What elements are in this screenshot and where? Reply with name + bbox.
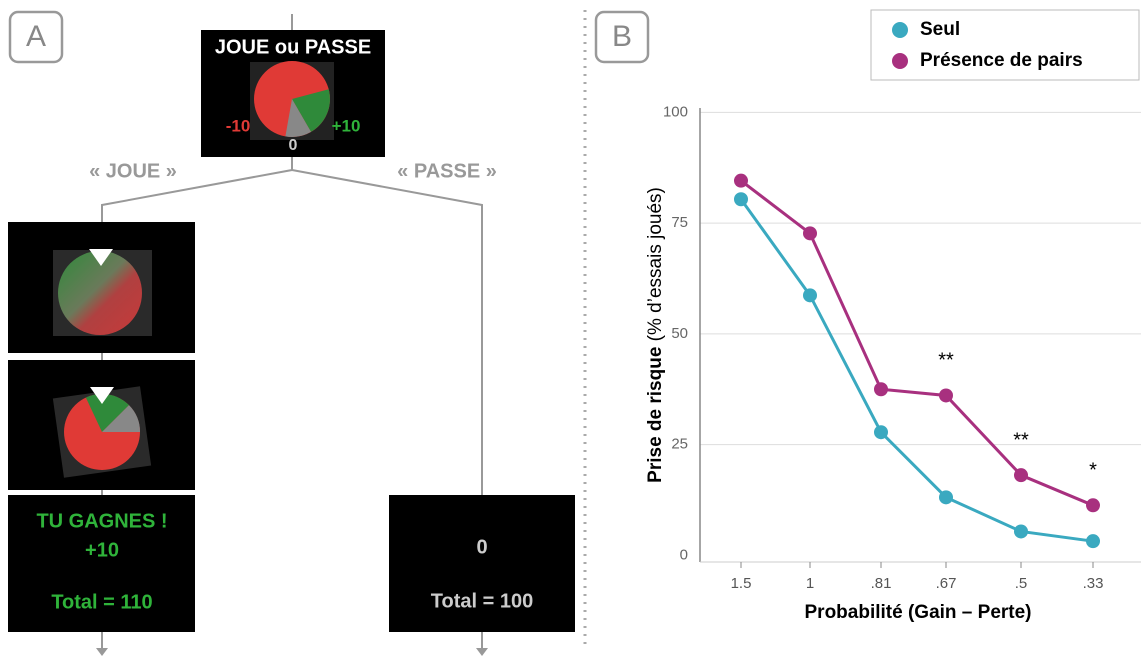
pass-amount: 0 (476, 536, 487, 558)
significance: ** (938, 350, 954, 372)
arrow (96, 648, 108, 656)
data-point (803, 288, 817, 303)
legend-marker (892, 22, 908, 38)
y-axis-title-detail: (% d’essais joués) (645, 187, 666, 341)
data-point (734, 192, 748, 207)
pie-gain (292, 89, 330, 132)
y-tick-label: 25 (671, 436, 688, 453)
x-tick-label: .67 (936, 575, 957, 592)
zero-label: 0 (289, 137, 298, 154)
pointer (90, 387, 114, 404)
pie-gain (85, 393, 129, 432)
data-point (1086, 498, 1100, 513)
data-point (1086, 534, 1100, 549)
win-text: TU GAGNES ! (36, 510, 167, 532)
legend-label: Présence de pairs (920, 50, 1083, 71)
x-tick-label: 1.5 (731, 575, 752, 592)
win-total: Total = 110 (51, 591, 152, 613)
gain-label: +10 (332, 116, 361, 135)
pass-total: Total = 100 (431, 590, 533, 612)
legend-box (870, 9, 1140, 81)
branch-label: « PASSE » (397, 160, 497, 182)
series-line (740, 179, 1094, 507)
data-point (803, 226, 817, 241)
x-tick-label: 1 (806, 575, 814, 592)
legend-label: Seul (920, 19, 960, 40)
significance: ** (1013, 429, 1029, 451)
y-tick-label: 0 (680, 546, 688, 563)
win-amount: +10 (85, 539, 119, 561)
data-point (734, 173, 748, 188)
y-axis-title: Prise de risque (% d’essais joués) (645, 187, 666, 483)
data-point (939, 388, 953, 403)
branch-label: « JOUE » (89, 160, 177, 182)
tree-lines (101, 14, 483, 648)
pointer (89, 249, 113, 266)
data-point (1014, 468, 1028, 483)
panel-label: B (612, 20, 632, 53)
pass-box (389, 495, 575, 632)
win-box (8, 495, 195, 632)
data-point (874, 425, 888, 440)
choice-title: JOUE ou PASSE (215, 36, 371, 58)
significance: * (1089, 460, 1097, 482)
y-tick-label: 100 (663, 103, 688, 120)
spinning-wheel (58, 251, 142, 335)
x-axis-title: Probabilité (Gain – Perte) (805, 602, 1032, 623)
loss-label: -10 (226, 116, 251, 135)
x-tick-label: .81 (871, 575, 892, 592)
data-point (1014, 524, 1028, 539)
data-point (939, 490, 953, 505)
y-tick-label: 75 (671, 214, 688, 231)
legend-marker (892, 53, 908, 69)
pie-zero (285, 99, 311, 137)
panel-label: A (26, 20, 46, 53)
pie-zero (102, 405, 141, 432)
panel-label-box (8, 10, 64, 64)
panel-label-box (594, 10, 650, 64)
data-point (874, 382, 888, 397)
x-tick-label: .33 (1083, 575, 1104, 592)
x-tick-label: .5 (1015, 575, 1028, 592)
arrow (476, 648, 488, 656)
y-axis-title-main: Prise de risque (645, 347, 666, 483)
y-tick-label: 50 (671, 325, 688, 342)
series-line (739, 198, 1094, 543)
